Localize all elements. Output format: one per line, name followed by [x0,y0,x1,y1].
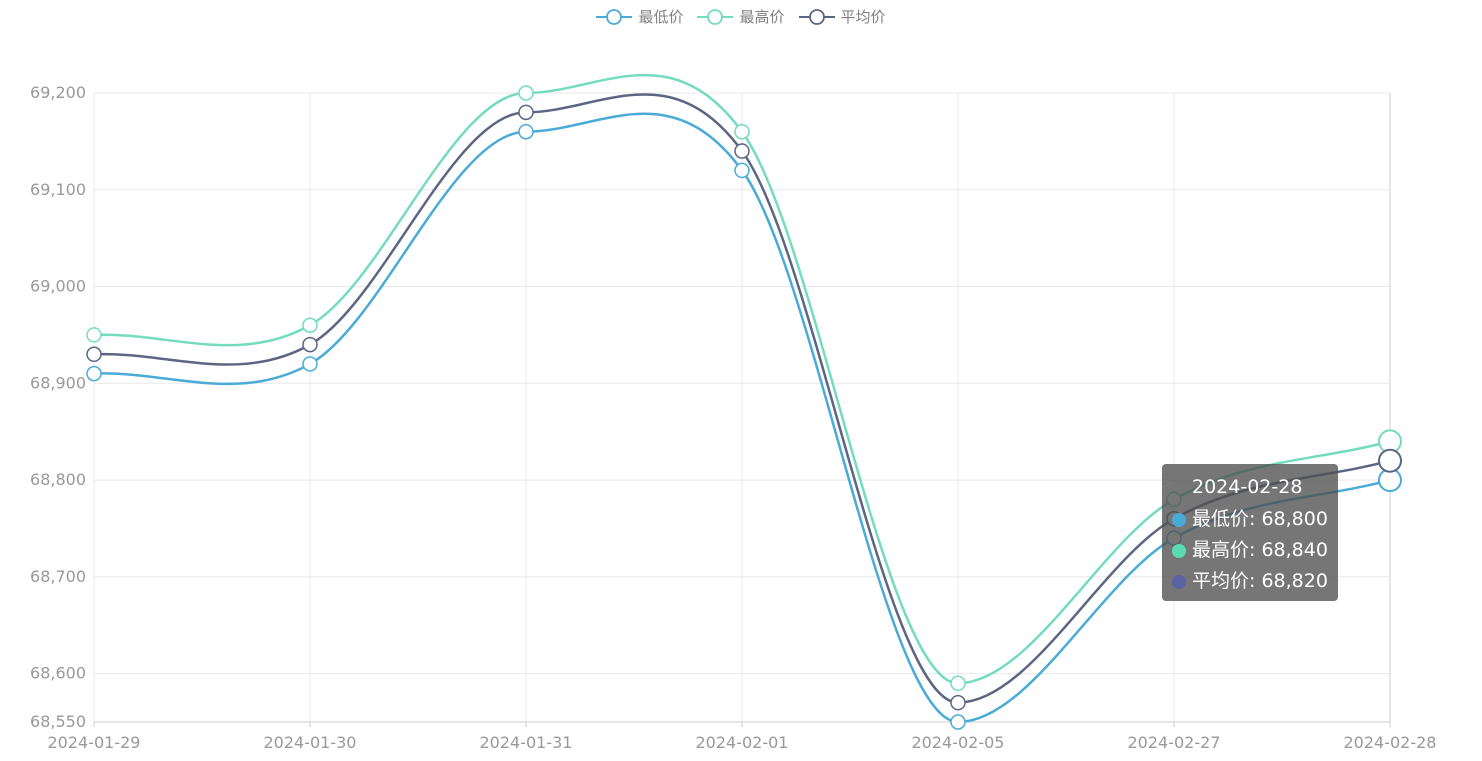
y-tick-label: 69,000 [30,277,86,296]
tooltip-row-text: 最低价: 68,800 [1192,508,1328,530]
x-tick-label: 2024-01-29 [48,733,141,752]
tooltip-dot-icon [1172,512,1186,527]
tooltip-row-high: 最高价: 68,840 [1172,535,1338,566]
legend-item-avg[interactable]: 平均价 [798,6,886,27]
data-point-low [950,714,966,730]
y-tick-label: 68,800 [30,470,86,489]
series-line-avg [93,93,1391,704]
legend-item-low[interactable]: 最低价 [596,6,683,27]
tooltip-row-text: 平均价: 68,820 [1192,570,1328,592]
legend-item-high[interactable]: 最高价 [697,6,785,27]
x-tick-label: 2024-02-01 [696,733,789,752]
chart-tooltip: 2024-02-28 最低价: 68,800 最高价: 68,840 平均价: … [1162,464,1338,601]
x-tick-label: 2024-01-31 [480,733,573,752]
data-point-low [86,365,102,382]
line-circle-icon [697,8,734,25]
data-point-low [302,356,318,372]
y-tick-label: 69,100 [30,180,86,199]
tooltip-dot-icon [1172,574,1186,589]
x-tick-label: 2024-02-28 [1344,733,1437,752]
data-point-high [86,327,102,343]
data-point-avg [734,143,750,159]
data-point-avg [302,336,318,353]
tooltip-row-text: 最高价: 68,840 [1192,539,1328,561]
data-point-avg [86,346,102,363]
tooltip-dot-icon [1172,543,1186,558]
tooltip-row-low: 最低价: 68,800 [1172,504,1338,535]
data-point-high [950,675,966,692]
data-point-low [734,162,750,179]
data-point-avg [1378,448,1402,473]
data-point-avg [518,104,534,121]
legend-label: 最低价 [638,9,684,26]
data-point-high [518,85,534,101]
tooltip-row-avg: 平均价: 68,820 [1172,566,1338,597]
y-tick-label: 68,600 [30,664,86,683]
chart-legend: 最低价 最高价 平均价 [0,6,1482,27]
data-point-avg [950,694,966,711]
x-tick-label: 2024-02-27 [1128,733,1221,752]
x-tick-label: 2024-01-30 [264,733,357,752]
x-tick-label: 2024-02-05 [912,733,1005,752]
tooltip-title: 2024-02-28 [1192,476,1303,498]
series-line-high [93,73,1391,685]
line-circle-icon [798,8,835,25]
data-point-high [734,123,750,140]
line-circle-icon [596,8,633,25]
y-tick-label: 68,900 [30,373,86,392]
series-line-low [93,112,1391,724]
y-tick-label: 69,200 [30,83,86,102]
data-point-low [518,123,534,140]
y-tick-label: 68,550 [30,712,86,731]
data-point-high [302,317,318,333]
legend-label: 平均价 [840,9,886,26]
legend-label: 最高价 [739,9,785,26]
y-tick-label: 68,700 [30,567,86,586]
